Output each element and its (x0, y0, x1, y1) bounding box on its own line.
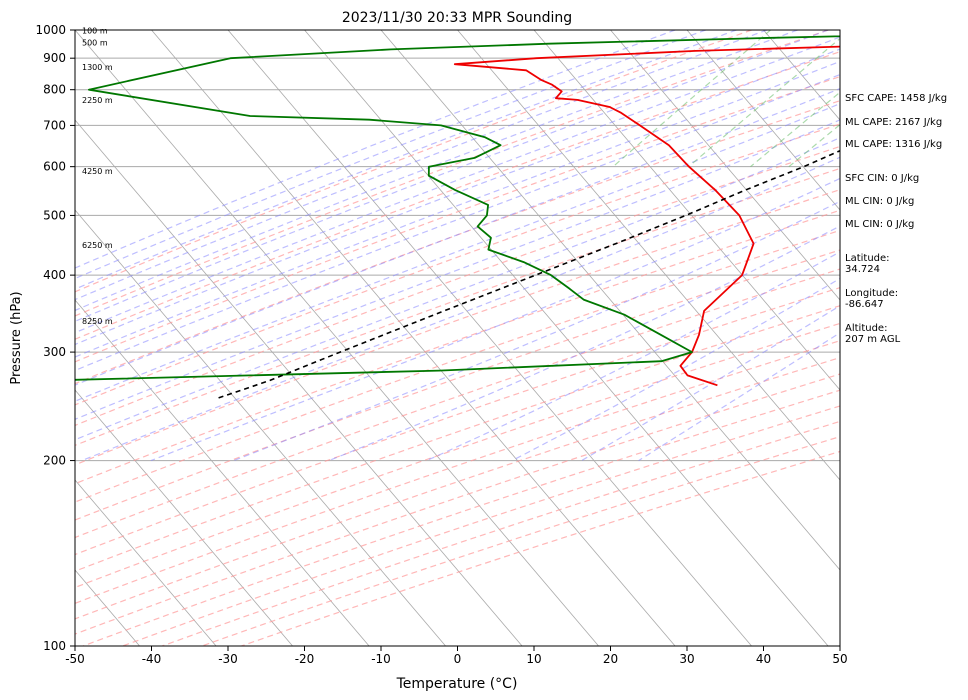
dry-adiabat-line (75, 268, 840, 539)
isotherm-line (304, 30, 829, 646)
height-label: 8250 m (82, 317, 113, 326)
moist-adiabat-line (75, 60, 840, 358)
isotherm-line (151, 30, 676, 646)
dry-adiabat-line (75, 249, 840, 521)
height-label: 2250 m (82, 96, 113, 105)
moist-adiabat-line (75, 36, 840, 334)
ml-cin-label-1: ML CIN: 0 J/kg (845, 196, 915, 207)
moist-adiabat-line (75, 119, 840, 420)
chart-title: 2023/11/30 20:33 MPR Sounding (342, 10, 572, 26)
moist-adiabat-line (75, 30, 768, 301)
isotherm-line (457, 30, 840, 481)
dry-adiabat-line (75, 356, 840, 620)
x-tick-label: 50 (832, 652, 847, 666)
isotherm-line (227, 30, 752, 646)
mixing-ratio-line (612, 30, 771, 168)
x-tick-label: -40 (142, 652, 162, 666)
height-label: 100 m (82, 26, 108, 35)
y-tick-label: 600 (43, 160, 66, 174)
y-tick-label: 200 (43, 454, 66, 468)
longitude-value: -86.647 (845, 299, 884, 310)
height-label: 6250 m (82, 241, 113, 250)
dry-adiabat-line (75, 145, 840, 427)
y-tick-label: 700 (43, 118, 66, 132)
moist-adiabat-line (75, 30, 676, 269)
moist-adiabat-line (581, 305, 840, 462)
x-tick-label: -30 (218, 652, 238, 666)
dry-adiabat-line (75, 30, 752, 293)
y-axis-label: Pressure (hPa) (9, 291, 24, 384)
moist-adiabat-line (81, 156, 840, 462)
longitude-label: Longitude: (845, 288, 899, 299)
y-tick-label: 1000 (35, 23, 66, 37)
y-tick-label: 300 (43, 345, 66, 359)
moist-adiabat-line (511, 277, 840, 462)
dry-adiabat-line (241, 450, 840, 646)
x-tick-label: 20 (603, 652, 618, 666)
dry-adiabat-line (75, 322, 840, 589)
isotherm-line (533, 30, 840, 391)
moist-adiabat-line (75, 137, 840, 441)
dry-adiabat-line (75, 189, 840, 466)
x-tick-label: -20 (295, 652, 315, 666)
height-label: 1300 m (82, 63, 113, 72)
sfc-cin-label: SFC CIN: 0 J/kg (845, 173, 920, 184)
dry-adiabat-line (75, 123, 840, 406)
latitude-label: Latitude: (845, 253, 890, 264)
y-tick-label: 900 (43, 51, 66, 65)
latitude-value: 34.724 (845, 264, 880, 275)
moist-adiabat-line (75, 30, 829, 323)
isotherm-line (75, 209, 446, 646)
dry-adiabat-line (75, 305, 840, 572)
dry-adiabat-line (75, 75, 840, 363)
moist-adiabat-line (75, 30, 737, 290)
parcel-trace (216, 149, 840, 400)
height-label: 4250 m (82, 167, 113, 176)
altitude-value: 207 m AGL (845, 334, 901, 345)
isotherm-line (75, 389, 293, 646)
isotherm-line (75, 479, 217, 646)
x-tick-label: 10 (526, 652, 541, 666)
dry-adiabat-line (201, 435, 840, 646)
x-tick-label: 40 (756, 652, 771, 666)
dewpoint-trace (75, 35, 840, 381)
ml-cape-label-2: ML CAPE: 1316 J/kg (845, 139, 943, 150)
height-label: 500 m (82, 39, 108, 48)
dry-adiabat-line (75, 229, 840, 503)
y-tick-label: 800 (43, 83, 66, 97)
x-tick-label: 0 (454, 652, 462, 666)
moist-adiabat-line (75, 30, 706, 280)
mixing-ratio-line (788, 123, 840, 168)
dry-adiabat-line (75, 100, 840, 385)
x-tick-label: -50 (65, 652, 85, 666)
dry-adiabat-line (75, 373, 840, 635)
y-tick-label: 100 (43, 639, 66, 653)
dry-adiabat-line (75, 51, 840, 340)
sfc-cape-label: SFC CAPE: 1458 J/kg (845, 93, 948, 104)
plot-frame (74, 29, 841, 647)
ml-cape-label-1: ML CAPE: 2167 J/kg (845, 117, 943, 128)
isotherm-line (75, 30, 599, 646)
altitude-label: Altitude: (845, 323, 888, 334)
dry-adiabat-line (75, 209, 840, 485)
dry-adiabat-line (75, 340, 840, 604)
x-tick-label: 30 (679, 652, 694, 666)
isotherm-line (686, 30, 840, 211)
ml-cin-label-2: ML CIN: 0 J/kg (845, 219, 915, 230)
x-axis-label: Temperature (°C) (396, 676, 518, 692)
dry-adiabat-line (75, 286, 840, 556)
temperature-trace (453, 45, 840, 387)
dry-adiabat-line (82, 389, 840, 646)
isotherm-line (610, 30, 840, 301)
y-tick-label: 500 (43, 208, 66, 222)
y-tick-label: 400 (43, 268, 66, 282)
moist-adiabat-line (328, 225, 840, 462)
dry-adiabat-line (75, 167, 840, 447)
x-tick-label: -10 (371, 652, 391, 666)
mixing-ratio-line (688, 37, 840, 168)
dry-adiabat-line (122, 405, 840, 646)
moist-adiabat-line (75, 73, 840, 372)
isotherm-line (75, 119, 523, 646)
